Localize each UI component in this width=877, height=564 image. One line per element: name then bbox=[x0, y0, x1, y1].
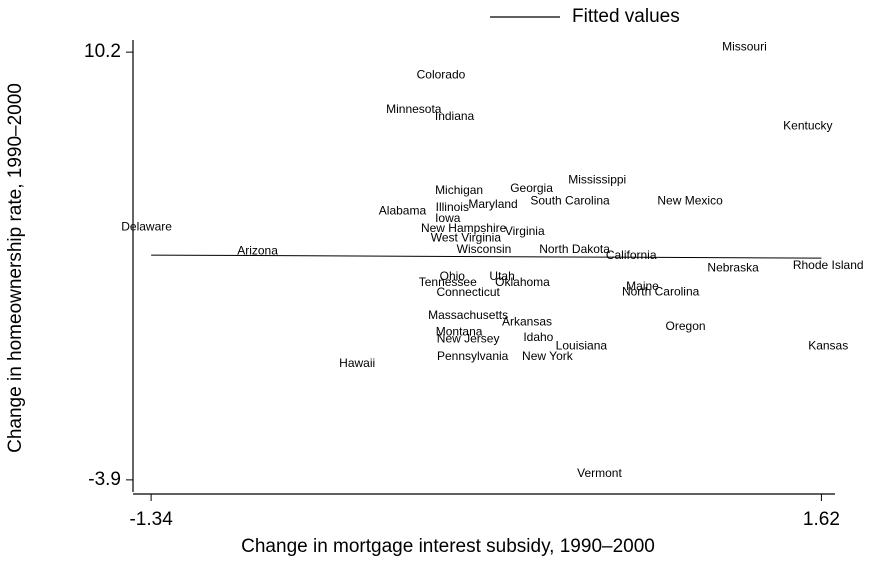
point-label: Tennessee bbox=[419, 275, 477, 289]
point-label: Iowa bbox=[435, 211, 461, 225]
y-axis-label: Change in homeownership rate, 1990–2000 bbox=[5, 83, 26, 453]
point-label: Illinois bbox=[436, 200, 469, 214]
point-label: Mississippi bbox=[568, 172, 626, 186]
y-tick-label: 10.2 bbox=[84, 41, 121, 62]
point-label: Massachusetts bbox=[428, 308, 508, 322]
point-label: Vermont bbox=[577, 466, 622, 480]
point-label: Ohio bbox=[440, 269, 466, 283]
x-axis-label: Change in mortgage interest subsidy, 199… bbox=[241, 536, 655, 557]
point-label: New Mexico bbox=[657, 193, 723, 207]
point-label: Maryland bbox=[468, 197, 517, 211]
point-label: Oregon bbox=[666, 319, 706, 333]
point-label: Michigan bbox=[435, 183, 483, 197]
point-label: New Hampshire bbox=[421, 221, 507, 235]
point-label: Pennsylvania bbox=[437, 349, 509, 363]
point-label: Nebraska bbox=[707, 260, 759, 274]
point-label: South Carolina bbox=[530, 193, 610, 207]
point-label: Kansas bbox=[808, 338, 848, 352]
point-label: Maine bbox=[626, 279, 659, 293]
point-label: Alabama bbox=[379, 203, 427, 217]
point-label: Kentucky bbox=[783, 118, 832, 132]
point-label: North Dakota bbox=[539, 242, 610, 256]
point-label: Louisiana bbox=[556, 338, 608, 352]
point-label: Idaho bbox=[523, 330, 553, 344]
point-label: Rhode Island bbox=[793, 258, 864, 272]
point-label: Arkansas bbox=[502, 314, 552, 328]
point-label: Delaware bbox=[121, 219, 172, 233]
x-tick-label: 1.62 bbox=[803, 509, 840, 530]
y-tick-label: -3.9 bbox=[88, 469, 121, 490]
point-label: North Carolina bbox=[622, 284, 700, 298]
point-label: Connecticut bbox=[436, 285, 500, 299]
point-label: Montana bbox=[436, 324, 483, 338]
point-label: New Jersey bbox=[437, 331, 500, 345]
point-label: Oklahoma bbox=[495, 275, 550, 289]
fitted-line bbox=[151, 254, 822, 259]
point-label: Georgia bbox=[510, 181, 553, 195]
point-label: Minnesota bbox=[386, 102, 442, 116]
legend-label: Fitted values bbox=[572, 6, 680, 27]
point-label: West Virginia bbox=[431, 230, 502, 244]
point-label: Arizona bbox=[237, 243, 278, 257]
point-label: New York bbox=[522, 349, 574, 363]
point-label: Colorado bbox=[417, 67, 466, 81]
x-tick-label: -1.34 bbox=[129, 509, 173, 530]
point-label: Hawaii bbox=[339, 356, 375, 370]
point-label: Virginia bbox=[505, 224, 545, 238]
point-label: Missouri bbox=[722, 39, 767, 53]
point-label: Utah bbox=[489, 269, 514, 283]
point-label: Wisconsin bbox=[457, 242, 512, 256]
point-label: California bbox=[606, 248, 657, 262]
point-label: Indiana bbox=[435, 109, 475, 123]
